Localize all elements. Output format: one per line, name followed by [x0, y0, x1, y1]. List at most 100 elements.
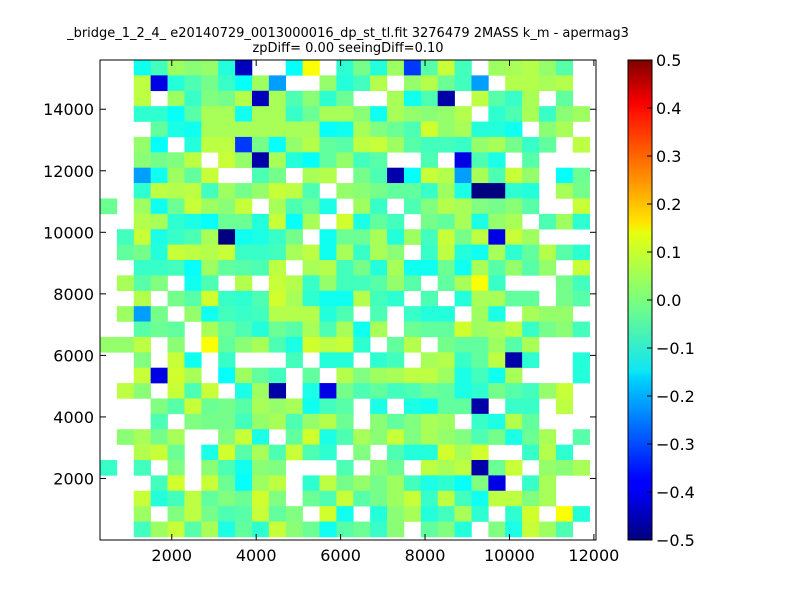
heatmap-cell	[572, 352, 590, 368]
heatmap-cell	[319, 521, 337, 538]
heatmap-cell	[420, 90, 439, 107]
heatmap-cell	[167, 167, 185, 184]
heatmap-cell	[302, 290, 320, 307]
heatmap-cell	[387, 367, 405, 384]
heatmap-cell	[167, 444, 185, 461]
heatmap-cell	[488, 136, 506, 153]
heatmap-cell	[285, 444, 303, 461]
chart-title-line-1: _bridge_1_2_4_ e20140729_0013000016_dp_s…	[66, 26, 629, 41]
heatmap-cell	[488, 460, 506, 476]
heatmap-cell	[150, 367, 168, 384]
heatmap-cell	[218, 60, 236, 76]
heatmap-cell	[387, 413, 405, 430]
y-tick-label: 2000	[53, 469, 94, 488]
heatmap-cell	[184, 383, 202, 399]
heatmap-cell	[488, 321, 506, 338]
heatmap-cell	[184, 290, 202, 307]
heatmap-cell	[471, 213, 489, 230]
heatmap-cell	[403, 321, 422, 338]
heatmap-cell	[437, 429, 455, 445]
heatmap-cell	[268, 321, 287, 338]
heatmap-cell	[201, 183, 219, 199]
heatmap-cell	[454, 75, 472, 92]
heatmap-cell	[235, 106, 253, 122]
heatmap-cell	[319, 152, 337, 168]
heatmap-cell	[133, 506, 151, 522]
heatmap-cell	[201, 490, 219, 507]
heatmap-cell	[403, 90, 422, 107]
heatmap-cell	[319, 75, 337, 92]
heatmap-cell	[471, 367, 489, 384]
heatmap-cell	[403, 490, 422, 507]
heatmap-cell	[572, 321, 590, 338]
heatmap-cell	[387, 444, 405, 461]
heatmap-cell	[403, 506, 422, 522]
heatmap-cell	[370, 367, 388, 384]
heatmap-cell	[420, 490, 439, 507]
heatmap-cell	[437, 229, 455, 245]
heatmap-cell	[167, 321, 185, 338]
heatmap-cell	[420, 198, 439, 215]
heatmap-cell	[201, 290, 219, 307]
heatmap-cell	[572, 260, 590, 276]
heatmap-cell	[336, 136, 354, 153]
heatmap-cell	[353, 444, 371, 461]
y-tick-label: 12000	[43, 162, 94, 181]
colorbar-tick-label: −0.2	[656, 387, 695, 406]
x-tick-label: 10000	[484, 546, 535, 565]
heatmap-cell	[522, 244, 540, 261]
heatmap-cell	[471, 136, 489, 153]
heatmap-cell	[539, 460, 557, 476]
heatmap-cell	[336, 152, 354, 168]
colorbar-tick-label: −0.1	[656, 339, 695, 358]
heatmap-cell	[201, 444, 219, 461]
heatmap-cell	[268, 136, 287, 153]
heatmap-cell	[319, 90, 337, 107]
heatmap-cell	[454, 475, 472, 492]
heatmap-cell	[454, 490, 472, 507]
heatmap-cell	[522, 75, 540, 92]
heatmap-cell	[235, 521, 253, 538]
heatmap-cell	[353, 75, 371, 92]
heatmap-cell	[420, 475, 439, 492]
heatmap-cell	[116, 429, 135, 445]
heatmap-cell	[555, 275, 574, 292]
heatmap-cell	[488, 475, 506, 492]
heatmap-cell	[572, 290, 590, 307]
heatmap-cell	[488, 60, 506, 76]
heatmap-cell	[555, 460, 574, 476]
heatmap-cell	[403, 398, 422, 415]
heatmap-cell	[522, 506, 540, 522]
heatmap-cell	[100, 460, 118, 476]
heatmap-cell	[285, 413, 303, 430]
heatmap-cell	[505, 367, 523, 384]
heatmap-cell	[302, 136, 320, 153]
heatmap-cell	[336, 244, 354, 261]
heatmap-cell	[218, 336, 236, 353]
heatmap-cell	[184, 275, 202, 292]
y-axis: 2000 4000 6000 8000 10000 12000 14000	[43, 100, 596, 488]
heatmap-cell	[218, 521, 236, 538]
heatmap-cell	[471, 90, 489, 107]
plot-frame	[99, 59, 597, 541]
heatmap-cell	[218, 229, 236, 245]
heatmap-cell	[133, 352, 151, 368]
heatmap-cell	[420, 183, 439, 199]
heatmap-cell	[539, 490, 557, 507]
heatmap-cell	[403, 444, 422, 461]
heatmap-cell	[387, 352, 405, 368]
heatmap-cell	[268, 152, 287, 168]
heatmap-cell	[201, 521, 219, 538]
heatmap-cell	[471, 490, 489, 507]
heatmap-cell	[167, 183, 185, 199]
heatmap-cell	[319, 290, 337, 307]
heatmap-cell	[353, 136, 371, 153]
heatmap-cell	[268, 75, 287, 92]
heatmap-cell	[184, 413, 202, 430]
heatmap-cell	[201, 136, 219, 153]
heatmap-cell	[539, 475, 557, 492]
colorbar-tick-label: 0.3	[656, 147, 681, 166]
heatmap-cell	[572, 213, 590, 230]
heatmap-cell	[403, 383, 422, 399]
heatmap-cell	[420, 260, 439, 276]
